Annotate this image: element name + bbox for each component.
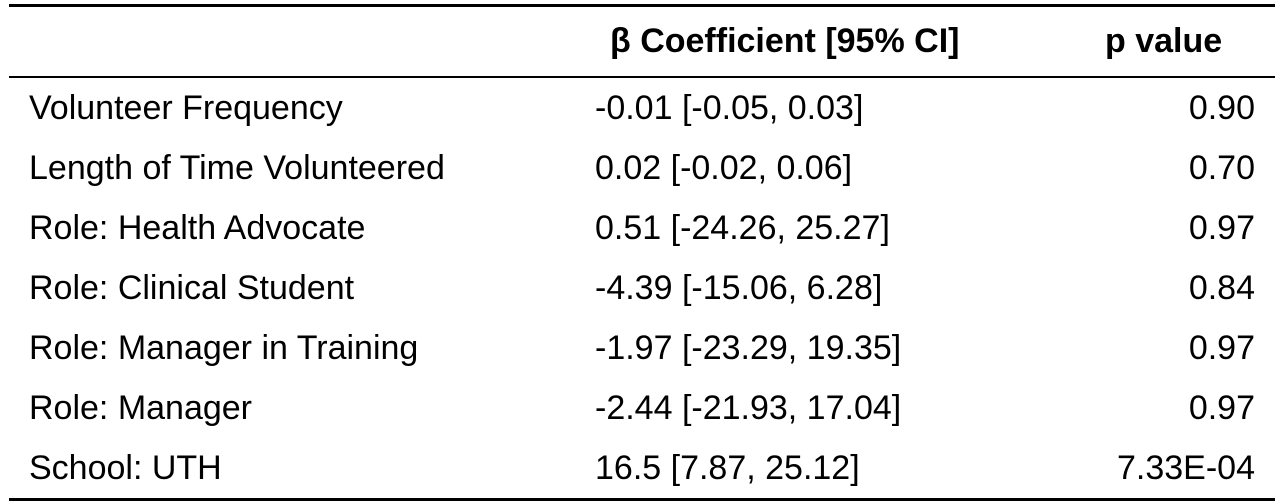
row-label: Role: Clinical Student xyxy=(29,268,355,307)
row-coefficient: -2.44 [-21.93, 17.04] xyxy=(595,388,902,427)
row-label: Role: Manager in Training xyxy=(29,328,419,367)
row-coefficient: 0.51 [-24.26, 25.27] xyxy=(595,208,890,247)
row-coefficient: -0.01 [-0.05, 0.03] xyxy=(595,88,864,127)
table-row: Volunteer Frequency -0.01 [-0.05, 0.03] … xyxy=(9,77,1275,138)
table-header: β Coefficient [95% CI] p value xyxy=(9,7,1275,78)
row-p-value: 0.97 xyxy=(1188,328,1255,367)
row-p-value: 0.97 xyxy=(1188,388,1255,427)
row-p-value: 7.33E-04 xyxy=(1117,448,1255,487)
row-p-value: 0.97 xyxy=(1188,208,1255,247)
header-row: β Coefficient [95% CI] p value xyxy=(9,7,1275,78)
header-coefficient: β Coefficient [95% CI] xyxy=(587,7,1041,78)
table-row: Length of Time Volunteered 0.02 [-0.02, … xyxy=(9,138,1275,198)
row-coefficient: 0.02 [-0.02, 0.06] xyxy=(595,148,853,187)
row-label: School: UTH xyxy=(29,448,222,487)
regression-table-container: β Coefficient [95% CI] p value Volunteer… xyxy=(9,4,1275,501)
row-label: Volunteer Frequency xyxy=(29,88,343,127)
row-p-value: 0.70 xyxy=(1188,148,1255,187)
table-row: Role: Manager -2.44 [-21.93, 17.04] 0.97 xyxy=(9,378,1275,438)
table-body: Volunteer Frequency -0.01 [-0.05, 0.03] … xyxy=(9,77,1275,498)
table-row: Role: Manager in Training -1.97 [-23.29,… xyxy=(9,318,1275,378)
table-row: Role: Clinical Student -4.39 [-15.06, 6.… xyxy=(9,258,1275,318)
header-p-value: p value xyxy=(1041,7,1275,78)
row-p-value: 0.84 xyxy=(1188,268,1255,307)
table-row: School: UTH 16.5 [7.87, 25.12] 7.33E-04 xyxy=(9,438,1275,498)
row-label: Role: Health Advocate xyxy=(29,208,366,247)
row-p-value: 0.90 xyxy=(1188,88,1255,127)
row-coefficient: 16.5 [7.87, 25.12] xyxy=(595,448,860,487)
regression-table: β Coefficient [95% CI] p value Volunteer… xyxy=(9,7,1275,498)
row-label: Role: Manager xyxy=(29,388,253,427)
row-coefficient: -1.97 [-23.29, 19.35] xyxy=(595,328,902,367)
row-coefficient: -4.39 [-15.06, 6.28] xyxy=(595,268,883,307)
header-label xyxy=(9,7,587,78)
table-row: Role: Health Advocate 0.51 [-24.26, 25.2… xyxy=(9,198,1275,258)
row-label: Length of Time Volunteered xyxy=(29,148,445,187)
